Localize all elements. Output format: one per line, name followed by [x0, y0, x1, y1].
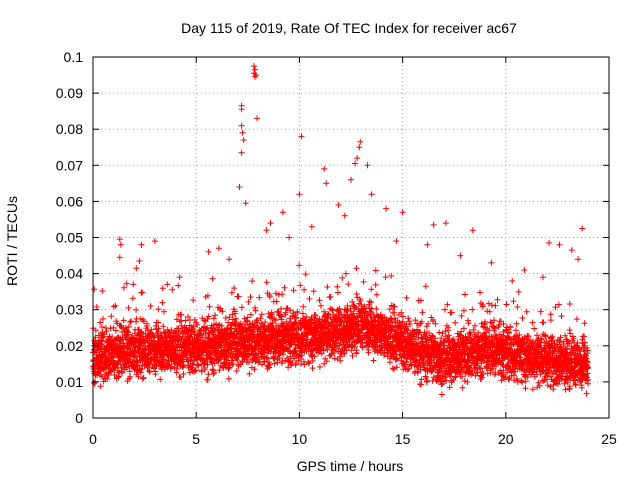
y-tick-label: 0.02 — [56, 338, 83, 354]
y-tick-label: 0.07 — [56, 157, 83, 173]
x-tick-label: 10 — [292, 431, 308, 447]
scatter-markers — [89, 63, 592, 398]
chart-title: Day 115 of 2019, Rate Of TEC Index for r… — [181, 20, 517, 36]
y-tick-label: 0.09 — [56, 85, 83, 101]
data-points — [89, 63, 592, 398]
x-tick-label: 20 — [498, 431, 514, 447]
y-tick-label: 0.06 — [56, 193, 83, 209]
axis-ticks — [92, 56, 610, 419]
y-tick-label: 0.01 — [56, 374, 83, 390]
y-tick-labels: 0 0.01 0.02 0.03 0.04 0.05 0.06 0.07 0.08 0.09 0.1 — [56, 49, 83, 426]
x-tick-label: 0 — [89, 431, 97, 447]
x-tick-label: 15 — [395, 431, 411, 447]
y-tick-label: 0 — [75, 410, 83, 426]
y-tick-label: 0.04 — [56, 266, 83, 282]
y-tick-label: 0.05 — [56, 230, 83, 246]
x-tick-label: 5 — [192, 431, 200, 447]
y-tick-label: 0.1 — [64, 49, 84, 65]
x-axis-label: GPS time / hours — [297, 458, 404, 474]
y-tick-label: 0.08 — [56, 121, 83, 137]
x-tick-labels: 0 5 10 15 20 25 — [89, 431, 617, 447]
y-axis-label: ROTI / TECUs — [4, 196, 20, 286]
y-tick-label: 0.03 — [56, 302, 83, 318]
x-tick-label: 25 — [601, 431, 617, 447]
